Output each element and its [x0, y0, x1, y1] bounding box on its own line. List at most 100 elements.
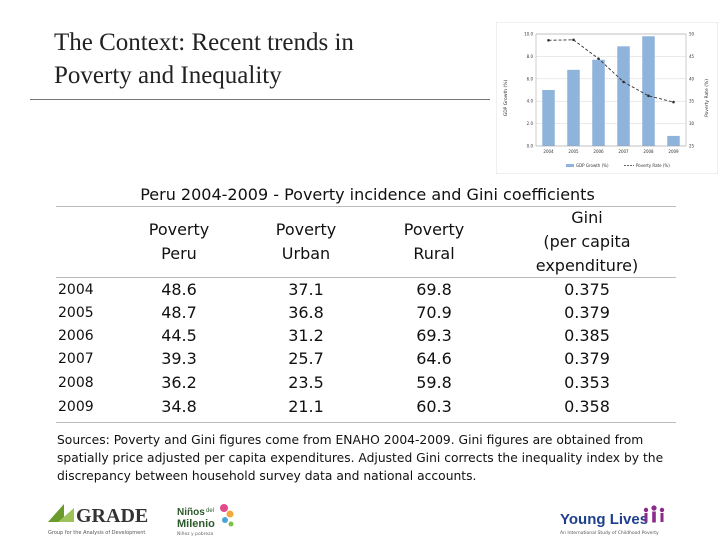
grade-logo-name: GRADE: [76, 505, 148, 527]
ninos-logo-del: del: [206, 508, 214, 514]
chart-left-tick: 10.0: [524, 32, 533, 37]
chart-right-tick: 45: [689, 54, 695, 59]
poverty-peru-cell: 44.5: [161, 326, 197, 345]
year-cell: 2009: [58, 399, 94, 415]
gini-cell: 0.353: [564, 373, 610, 392]
table-bottom-rule: [56, 422, 676, 423]
poverty-rural-cell: 69.3: [416, 326, 452, 345]
slide-title-line-1: The Context: Recent trends in: [54, 29, 354, 56]
slide-title-line-2: Poverty and Inequality: [54, 62, 282, 89]
poverty-rural-cell: 69.8: [416, 280, 452, 299]
poverty-rate-line: [548, 39, 674, 103]
young-lives-tagline: An International Study of Childhood Pove…: [560, 530, 659, 536]
poverty-urban-cell: 21.1: [288, 397, 324, 416]
poverty-peru-cell: 39.3: [161, 349, 197, 368]
table-header-rule: [56, 277, 676, 278]
poverty-peru-cell: 34.8: [161, 397, 197, 416]
poverty-urban-cell: 23.5: [288, 373, 324, 392]
poverty-rural-cell: 70.9: [416, 303, 452, 322]
sources-note: Sources: Poverty and Gini figures come f…: [57, 433, 664, 483]
chart-x-tick: 2005: [568, 149, 579, 154]
young-lives-figures-icon: [643, 505, 665, 523]
ninos-flower-icon: [220, 504, 228, 512]
poverty-rate-point: [672, 100, 675, 104]
gdp-bar: [642, 36, 655, 146]
gini-cell: 0.379: [564, 303, 610, 322]
chart-y-right-label: Poverty Rate (%): [704, 79, 710, 117]
poverty-peru-cell: 48.6: [161, 280, 197, 299]
chart-right-ticks: 50 45 40 35 30 25: [689, 32, 695, 149]
legend-bar-label: GDP Growth (%): [576, 163, 609, 168]
gdp-bar: [542, 90, 555, 146]
slide-title: The Context: Recent trends in Poverty an…: [54, 26, 484, 92]
chart-y-left-label: GDP Growth (%): [503, 79, 509, 116]
chart-left-tick: 4.0: [527, 99, 534, 104]
young-lives-logo: Young Lives An International Study of Ch…: [560, 505, 665, 536]
legend-bar-swatch: [566, 164, 574, 167]
poverty-urban-cell: 36.8: [288, 303, 324, 322]
chart-frame: [496, 22, 718, 174]
grade-logo-tagline: Group for the Analysis of Development: [48, 530, 145, 536]
poverty-urban-cell: 25.7: [288, 349, 324, 368]
ninos-logo-tagline: Niñez y pobreza: [177, 531, 213, 537]
chart-x-ticks: 2004 2005 2006 2007 2008 2009: [543, 149, 679, 154]
chart-right-tick: 50: [689, 32, 695, 37]
chart-left-tick: 0.0: [527, 144, 534, 149]
header-gini: Gini (per capita expenditure): [535, 208, 639, 275]
year-cell: 2004: [58, 282, 94, 298]
poverty-rate-point: [647, 94, 650, 98]
gdp-bar: [667, 135, 680, 146]
header-poverty-urban: Poverty Urban: [275, 220, 337, 263]
chart-left-tick: 6.0: [527, 76, 534, 81]
poverty-rural-cell: 59.8: [416, 373, 452, 392]
chart-right-tick: 25: [689, 144, 695, 149]
gdp-bar: [567, 69, 580, 146]
ninos-logo-line2: Milenio: [177, 518, 215, 530]
chart-left-tick: 2.0: [527, 121, 534, 126]
chart-right-tick: 30: [689, 121, 695, 126]
poverty-peru-cell: 36.2: [161, 373, 197, 392]
header-poverty-rural: Poverty Rural: [403, 220, 465, 263]
grade-mark-icon: [48, 504, 64, 522]
poverty-urban-cell: 37.1: [288, 280, 324, 299]
chart-left-ticks: 10.0 8.0 6.0 4.0 2.0 0.0: [524, 32, 533, 149]
header-poverty-peru: Poverty Peru: [148, 220, 210, 263]
table-title: Peru 2004-2009 - Poverty incidence and G…: [140, 185, 595, 204]
chart-plot-area: [535, 33, 687, 147]
chart-x-tick: 2006: [593, 149, 604, 154]
poverty-rate-point: [597, 57, 600, 60]
year-cell: 2007: [58, 351, 94, 367]
grade-logo: GRADE Group for the Analysis of Developm…: [48, 504, 148, 536]
gini-cell: 0.358: [564, 397, 610, 416]
poverty-rural-cell: 60.3: [416, 397, 452, 416]
ninos-logo-line1: Niños: [177, 507, 205, 518]
chart-x-tick: 2009: [668, 149, 679, 154]
ninos-del-milenio-logo: Niños del Milenio Niñez y pobreza: [177, 504, 234, 537]
poverty-peru-cell: 48.7: [161, 303, 197, 322]
poverty-rate-point: [547, 38, 550, 42]
chart-right-tick: 40: [689, 76, 695, 81]
footer-logos: GRADE Group for the Analysis of Developm…: [48, 504, 665, 537]
poverty-rate-points: [547, 38, 675, 104]
poverty-rural-cell: 64.6: [416, 349, 452, 368]
chart-left-tick: 8.0: [527, 54, 534, 59]
gdp-bar: [617, 46, 630, 146]
gdp-bar: [592, 59, 605, 147]
poverty-urban-cell: 31.2: [288, 326, 324, 345]
year-cell: 2008: [58, 375, 94, 391]
gini-cell: 0.385: [564, 326, 610, 345]
chart-x-tick: 2007: [618, 149, 629, 154]
poverty-rate-point: [622, 80, 625, 84]
chart-right-tick: 35: [689, 99, 695, 104]
chart-bars: [542, 36, 680, 147]
chart-x-tick: 2004: [543, 149, 554, 154]
young-lives-name: Young Lives: [560, 511, 648, 528]
year-cell: 2005: [58, 305, 94, 321]
poverty-rate-point: [572, 38, 575, 42]
title-underline: [30, 99, 490, 100]
table-top-rule: [56, 206, 676, 207]
legend-line-label: Poverty Rate (%): [636, 163, 670, 168]
chart-x-tick: 2008: [643, 149, 654, 154]
gini-cell: 0.375: [564, 280, 610, 299]
